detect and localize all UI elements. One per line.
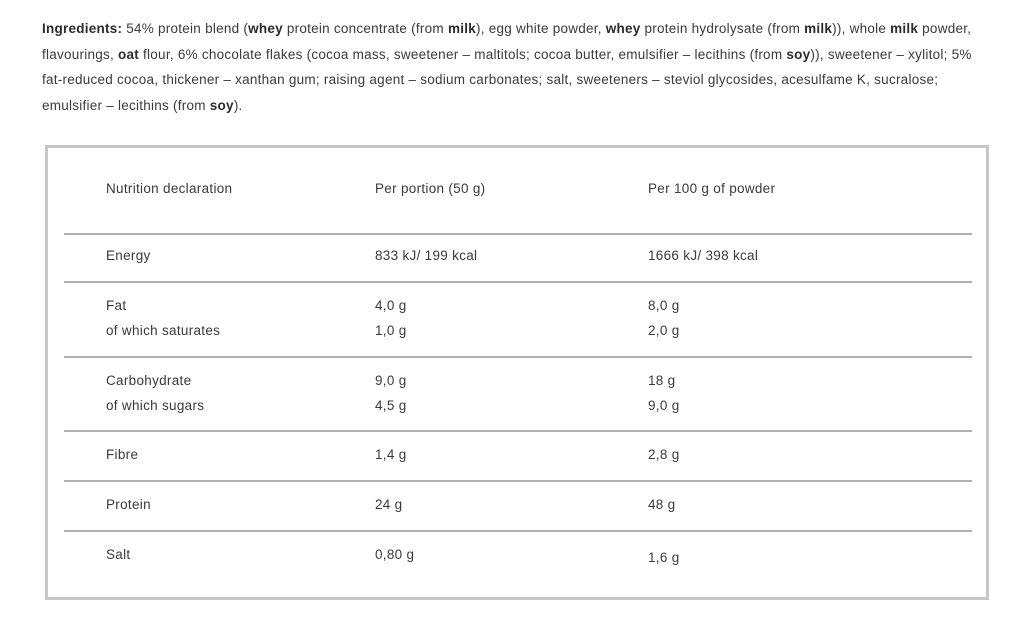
ingredient-text: protein hydrolysate (from: [640, 21, 805, 36]
ingredient-emphasis: whey: [248, 21, 283, 36]
ingredient-emphasis: soy: [786, 46, 811, 62]
value-per-portion: 1,0 g: [375, 323, 407, 338]
table-line: of which sugars 4,5 g 9,0 g: [48, 393, 986, 418]
ingredient-emphasis: Ingredients:: [42, 21, 127, 36]
ingredient-text: ), egg white powder,: [475, 21, 606, 36]
ingredient-emphasis: soy: [209, 97, 234, 113]
table-line: Energy 833 kJ/ 199 kcal 1666 kJ/ 398 kcal: [48, 243, 986, 268]
header-nutrition-declaration: Nutrition declaration: [106, 181, 233, 196]
value-per-portion: 0,80 g: [375, 547, 415, 562]
value-per-100g: 2,0 g: [648, 323, 680, 338]
table-line: Fibre 1,4 g 2,8 g: [48, 442, 986, 467]
ingredient-text: ).: [233, 97, 243, 113]
nutrient-label: of which sugars: [106, 398, 205, 413]
nutrient-label: Carbohydrate: [106, 373, 192, 388]
ingredient-emphasis: oat: [118, 46, 140, 62]
value-per-portion: 4,0 g: [375, 298, 407, 313]
table-row-fibre: Fibre 1,4 g 2,8 g: [48, 430, 986, 480]
ingredient-emphasis: milk: [890, 21, 919, 36]
table-line: Salt 0,80 g 1,6 g: [48, 542, 986, 567]
table-row-fat: Fat 4,0 g 8,0 g of which saturates 1,0 g 2,0 …: [48, 281, 986, 356]
header-per-portion: Per portion (50 g): [375, 181, 486, 196]
table-row-salt: Salt 0,80 g 1,6 g: [48, 530, 986, 597]
value-per-100g: 48 g: [648, 497, 676, 512]
nutrition-table: Nutrition declaration Per portion (50 g)…: [45, 145, 989, 600]
nutrient-label: of which saturates: [106, 323, 221, 338]
nutrient-label: Fat: [106, 298, 127, 313]
value-per-100g: 1,6 g: [648, 550, 680, 565]
value-per-100g: 1666 kJ/ 398 kcal: [648, 248, 759, 263]
value-per-100g: 2,8 g: [648, 447, 680, 462]
ingredients-paragraph: Ingredients: 54% protein blend (whey pro…: [42, 16, 994, 118]
ingredient-text: )), whole: [832, 21, 891, 36]
nutrient-label: Energy: [106, 248, 151, 263]
nutrient-label: Salt: [106, 547, 131, 562]
nutrition-table-header: Nutrition declaration Per portion (50 g)…: [48, 148, 986, 233]
ingredient-emphasis: whey: [605, 21, 641, 36]
ingredient-text: 54% protein blend (: [126, 21, 249, 36]
nutrient-label: Fibre: [106, 447, 139, 462]
ingredient-emphasis: milk: [447, 21, 476, 36]
header-line: Nutrition declaration Per portion (50 g)…: [48, 176, 986, 201]
table-line: Carbohydrate 9,0 g 18 g: [48, 368, 986, 393]
table-row-energy: Energy 833 kJ/ 199 kcal 1666 kJ/ 398 kcal: [48, 233, 986, 281]
ingredient-text: powder, flavourings,: [42, 21, 972, 62]
table-row-carbohydrate: Carbohydrate 9,0 g 18 g of which sugars 4,5 …: [48, 356, 986, 430]
value-per-100g: 18 g: [648, 373, 676, 388]
header-per-100g: Per 100 g of powder: [648, 181, 776, 196]
value-per-portion: 1,4 g: [375, 447, 407, 462]
value-per-portion: 24 g: [375, 497, 403, 512]
table-line: Protein 24 g 48 g: [48, 492, 986, 517]
table-row-protein: Protein 24 g 48 g: [48, 480, 986, 530]
table-line: Fat 4,0 g 8,0 g: [48, 293, 986, 318]
value-per-100g: 8,0 g: [648, 298, 680, 313]
table-line: of which saturates 1,0 g 2,0 g: [48, 318, 986, 343]
value-per-portion: 833 kJ/ 199 kcal: [375, 248, 478, 263]
ingredient-emphasis: milk: [804, 21, 833, 36]
value-per-100g: 9,0 g: [648, 398, 680, 413]
nutrient-label: Protein: [106, 497, 151, 512]
ingredient-text: )), sweetener – xylitol; 5% fat-reduced …: [42, 46, 972, 113]
ingredient-text: protein concentrate (from: [282, 21, 448, 36]
value-per-portion: 9,0 g: [375, 373, 407, 388]
value-per-portion: 4,5 g: [375, 398, 407, 413]
ingredient-text: flour, 6% chocolate flakes (cocoa mass, …: [139, 46, 787, 62]
